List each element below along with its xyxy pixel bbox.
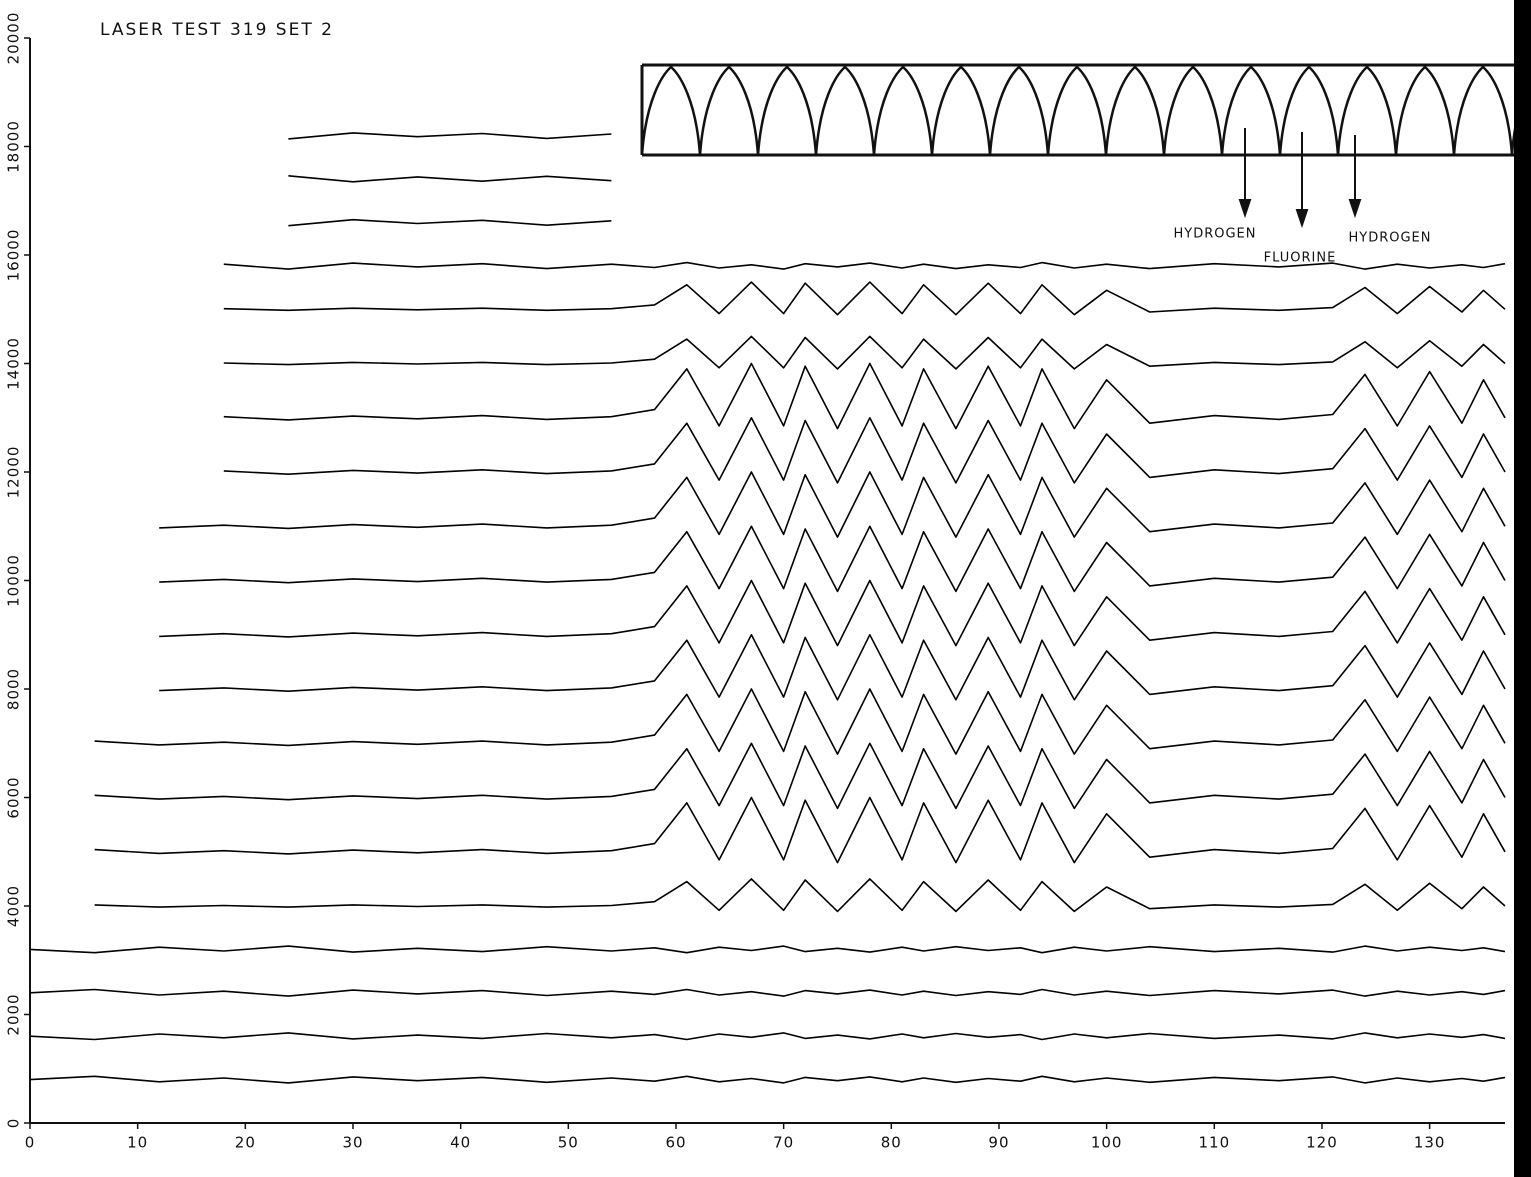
y-tick-label: 4000 [5,885,23,927]
x-tick-label: 120 [1306,1134,1338,1152]
trace [288,132,612,140]
x-tick-label: 50 [558,1134,579,1152]
y-tick-label: 10000 [5,554,23,607]
trace [223,335,1506,370]
y-tick-label: 18000 [5,120,23,173]
trace [288,175,612,183]
trace [159,579,1506,647]
trace [94,742,1506,810]
nozzle-arch [756,65,818,156]
y-tick-label: 6000 [5,776,23,818]
annotation: FLUORINE [1264,251,1337,266]
chart-title: LASER TEST 319 SET 2 [100,20,334,40]
annotation: HYDROGEN [1348,231,1431,246]
trace [94,688,1506,755]
trace [288,218,612,227]
trace [29,1075,1506,1084]
nozzle-diagram [640,63,1531,157]
nozzle-arch [640,65,702,156]
nozzle-arch [1278,65,1340,156]
x-tick-label: 10 [127,1134,148,1152]
nozzle-arch [1220,65,1282,156]
nozzle-arch [1336,65,1398,156]
nozzle-arch [814,65,876,156]
nozzle-arch [930,65,992,156]
nozzle-arch [1394,65,1456,156]
nozzle-arch [1104,65,1166,156]
nozzle-arch [1162,65,1224,156]
trace [29,1032,1506,1041]
arrow-head [1348,199,1362,219]
trace [29,945,1506,954]
trace [159,525,1506,593]
y-tick-label: 12000 [5,446,23,499]
x-tick-label: 130 [1414,1134,1446,1152]
trace [223,261,1506,270]
annotation: HYDROGEN [1173,227,1256,242]
x-tick-label: 30 [342,1134,363,1152]
y-tick-label: 20000 [5,12,23,65]
nozzle-arch [988,65,1050,156]
trace [159,634,1506,701]
x-tick-label: 60 [665,1134,686,1152]
y-tick-label: 8000 [5,668,23,710]
nozzle-arch [872,65,934,156]
trace [94,796,1506,864]
y-tick-label: 14000 [5,337,23,390]
x-tick-label: 100 [1091,1134,1123,1152]
arrow-head [1238,199,1252,219]
x-tick-label: 70 [773,1134,794,1152]
x-tick-label: 40 [450,1134,471,1152]
trace [29,988,1506,997]
x-tick-label: 80 [881,1134,902,1152]
scan-edge [1514,0,1531,1177]
x-tick-label: 90 [988,1134,1009,1152]
x-tick-label: 110 [1198,1134,1230,1152]
y-tick-label: 2000 [5,993,23,1035]
x-tick-label: 0 [25,1134,36,1152]
nozzle-arch [1452,65,1514,156]
y-tick-label: 0 [5,1118,23,1129]
trace [159,471,1506,538]
trace [223,417,1506,484]
trace [223,362,1506,430]
arrows [1238,128,1362,229]
nozzle-arch [698,65,760,156]
x-tick-label: 20 [235,1134,256,1152]
arrow-head [1295,209,1309,229]
y-tick-label: 16000 [5,229,23,282]
trace [223,281,1506,316]
nozzle-arch [1046,65,1108,156]
trace [94,878,1506,913]
